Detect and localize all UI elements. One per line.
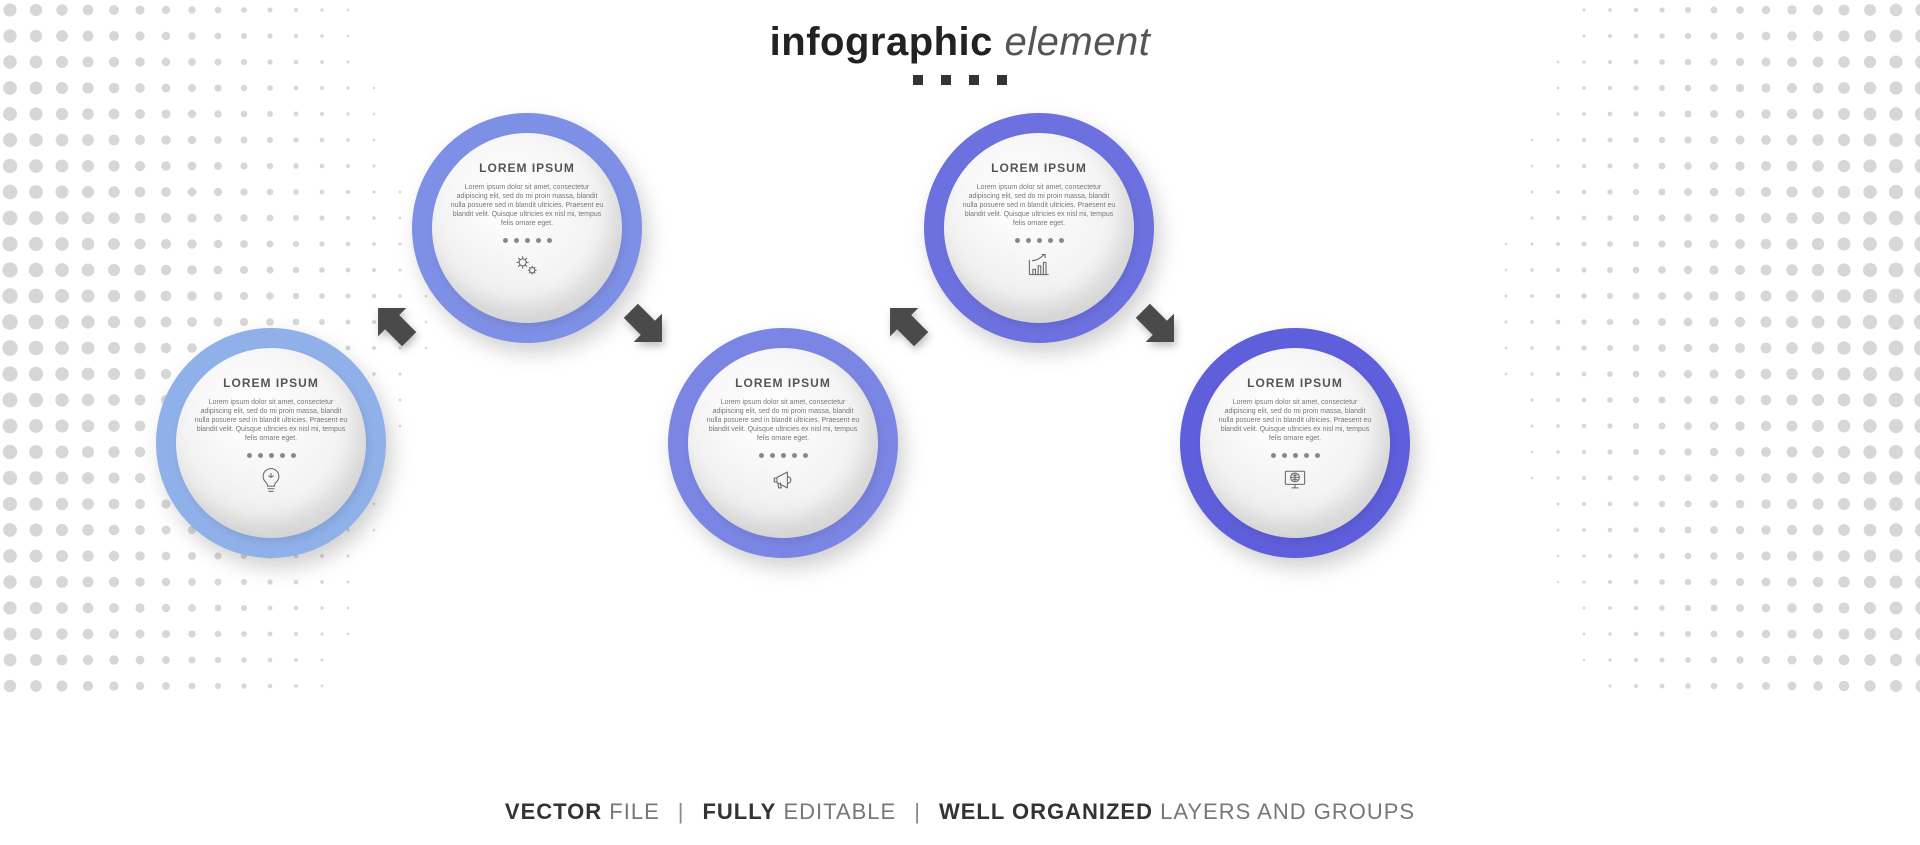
megaphone-icon	[769, 466, 797, 499]
node-dots	[247, 453, 296, 458]
node-body: Lorem ipsum dolor sit amet, consectetur …	[432, 183, 622, 228]
footer-separator: |	[914, 799, 921, 824]
node-body: Lorem ipsum dolor sit amet, consectetur …	[688, 398, 878, 443]
node-body: Lorem ipsum dolor sit amet, consectetur …	[944, 183, 1134, 228]
infographic-node: LOREM IPSUM Lorem ipsum dolor sit amet, c…	[668, 328, 898, 558]
chart-up-icon	[1025, 251, 1053, 284]
infographic-node: LOREM IPSUM Lorem ipsum dolor sit amet, c…	[924, 113, 1154, 343]
node-inner: LOREM IPSUM Lorem ipsum dolor sit amet, c…	[944, 133, 1134, 323]
node-title: LOREM IPSUM	[735, 376, 831, 390]
node-dots	[503, 238, 552, 243]
gears-icon	[513, 251, 541, 284]
node-dots	[759, 453, 808, 458]
node-inner: LOREM IPSUM Lorem ipsum dolor sit amet, c…	[432, 133, 622, 323]
footer-light: LAYERS AND GROUPS	[1160, 799, 1415, 824]
node-inner: LOREM IPSUM Lorem ipsum dolor sit amet, c…	[1200, 348, 1390, 538]
footer-light: EDITABLE	[783, 799, 896, 824]
infographic-node: LOREM IPSUM Lorem ipsum dolor sit amet, c…	[412, 113, 642, 343]
node-title: LOREM IPSUM	[479, 161, 575, 175]
flow-arrow-icon	[365, 295, 425, 355]
flow-arrow-icon	[1127, 295, 1187, 355]
node-title: LOREM IPSUM	[223, 376, 319, 390]
footer-separator: |	[678, 799, 685, 824]
infographic-node: LOREM IPSUM Lorem ipsum dolor sit amet, c…	[1180, 328, 1410, 558]
node-inner: LOREM IPSUM Lorem ipsum dolor sit amet, c…	[176, 348, 366, 538]
infographic-node: LOREM IPSUM Lorem ipsum dolor sit amet, c…	[156, 328, 386, 558]
globe-monitor-icon	[1281, 466, 1309, 499]
footer: VECTOR FILE | FULLY EDITABLE | WELL ORGANIZE…	[0, 799, 1920, 825]
node-body: Lorem ipsum dolor sit amet, consectetur …	[1200, 398, 1390, 443]
node-title: LOREM IPSUM	[1247, 376, 1343, 390]
node-body: Lorem ipsum dolor sit amet, consectetur …	[176, 398, 366, 443]
node-dots	[1271, 453, 1320, 458]
infographic-stage: LOREM IPSUM Lorem ipsum dolor sit amet, c…	[0, 0, 1920, 845]
node-dots	[1015, 238, 1064, 243]
flow-arrow-icon	[615, 295, 675, 355]
flow-arrow-icon	[877, 295, 937, 355]
lightbulb-icon	[257, 466, 285, 499]
footer-bold: WELL ORGANIZED	[939, 799, 1153, 824]
footer-bold: VECTOR	[505, 799, 602, 824]
footer-bold: FULLY	[702, 799, 776, 824]
node-title: LOREM IPSUM	[991, 161, 1087, 175]
footer-light: FILE	[609, 799, 659, 824]
node-inner: LOREM IPSUM Lorem ipsum dolor sit amet, c…	[688, 348, 878, 538]
